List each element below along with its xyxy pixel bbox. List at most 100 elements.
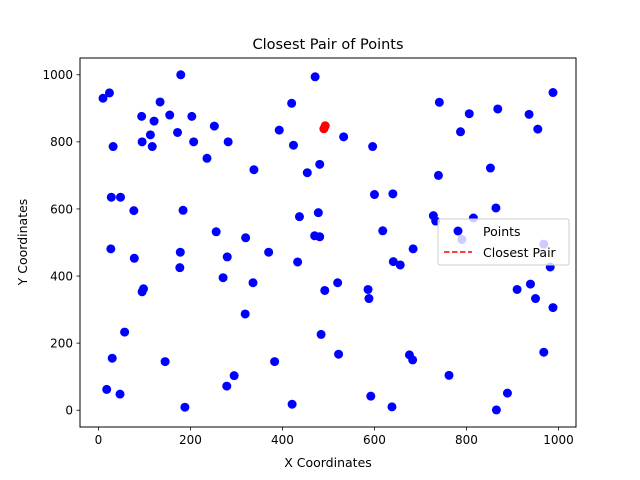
data-point (313, 208, 323, 218)
plot-area-frame (79, 57, 577, 428)
data-point (408, 244, 418, 254)
y-tick-label: 1000 (42, 68, 73, 82)
y-tick-label: 0 (65, 404, 73, 418)
chart-title: Closest Pair of Points (252, 37, 403, 53)
data-point (274, 125, 284, 135)
data-point (539, 347, 549, 357)
data-point (288, 140, 298, 150)
data-point (315, 232, 325, 242)
data-point (108, 142, 118, 152)
legend-points-label: Points (483, 224, 521, 239)
data-point (270, 357, 280, 367)
data-point (378, 226, 388, 236)
data-point (363, 284, 373, 294)
data-point (434, 97, 444, 107)
y-tick-label: 600 (50, 202, 73, 216)
x-tick-label: 200 (179, 433, 202, 447)
data-point (316, 329, 326, 339)
data-point (120, 327, 130, 337)
data-point (491, 203, 501, 213)
data-point (395, 260, 405, 270)
data-point (223, 137, 233, 147)
data-point (129, 206, 139, 216)
closest-pair-line (323, 125, 326, 130)
data-point (107, 353, 117, 363)
data-point (287, 399, 297, 409)
data-point (178, 205, 188, 215)
data-point (310, 72, 320, 82)
data-point (302, 168, 312, 178)
x-axis-ticks: 0 200 400 600 800 1000 (95, 427, 574, 447)
x-tick-label: 0 (95, 433, 103, 447)
data-point (287, 98, 297, 108)
data-point (320, 285, 330, 295)
data-point (189, 137, 199, 147)
data-point (165, 110, 175, 120)
y-axis-ticks: 0 200 400 600 800 1000 (42, 68, 80, 418)
y-tick-label: 400 (50, 269, 73, 283)
legend-points-marker (453, 226, 463, 236)
data-point (364, 294, 374, 304)
data-point (229, 371, 239, 381)
data-point (241, 233, 251, 243)
data-point (106, 244, 116, 254)
data-point (175, 247, 185, 257)
data-point (491, 405, 501, 415)
data-point (524, 109, 534, 119)
x-tick-label: 1000 (543, 433, 574, 447)
data-point (485, 163, 495, 173)
legend: Points Closest Pair (437, 218, 570, 266)
data-point (293, 257, 303, 267)
y-tick-label: 800 (50, 135, 73, 149)
data-point (533, 124, 543, 134)
data-point (387, 402, 397, 412)
data-point (137, 111, 147, 121)
data-point (548, 303, 558, 313)
data-point (548, 88, 558, 98)
data-point (294, 212, 304, 222)
data-point (211, 227, 221, 237)
data-point (209, 121, 219, 131)
data-point (222, 381, 232, 391)
closest-pair-layer (319, 121, 330, 134)
data-point (160, 357, 170, 367)
data-point (264, 247, 274, 257)
data-point (218, 273, 228, 283)
data-point (315, 159, 325, 169)
data-point (102, 384, 112, 394)
data-point (180, 402, 190, 412)
data-point (456, 127, 466, 137)
x-axis-label: X Coordinates (284, 455, 372, 470)
data-point (248, 278, 258, 288)
data-point (334, 349, 344, 359)
data-point (408, 355, 418, 365)
data-point (137, 137, 147, 147)
data-point (339, 132, 349, 142)
y-axis-label: Y Coordinates (15, 199, 30, 287)
data-point (369, 190, 379, 200)
data-point (433, 170, 443, 180)
data-point (368, 142, 378, 152)
data-point (366, 391, 376, 401)
y-tick-label: 200 (50, 336, 73, 350)
data-point (155, 97, 165, 107)
data-point (176, 70, 186, 80)
data-point (388, 189, 398, 199)
data-point (531, 294, 541, 304)
data-point (139, 284, 148, 294)
data-point (147, 142, 157, 152)
x-tick-label: 600 (363, 433, 386, 447)
x-tick-label: 400 (271, 433, 294, 447)
data-point (525, 279, 535, 289)
data-point (464, 109, 474, 119)
data-point (98, 93, 108, 103)
data-point (104, 88, 114, 98)
data-point (249, 165, 259, 175)
data-point (222, 252, 232, 262)
data-point (106, 192, 116, 202)
x-tick-label: 800 (455, 433, 478, 447)
data-point (149, 116, 159, 126)
data-point (240, 309, 250, 319)
data-point (444, 370, 454, 380)
